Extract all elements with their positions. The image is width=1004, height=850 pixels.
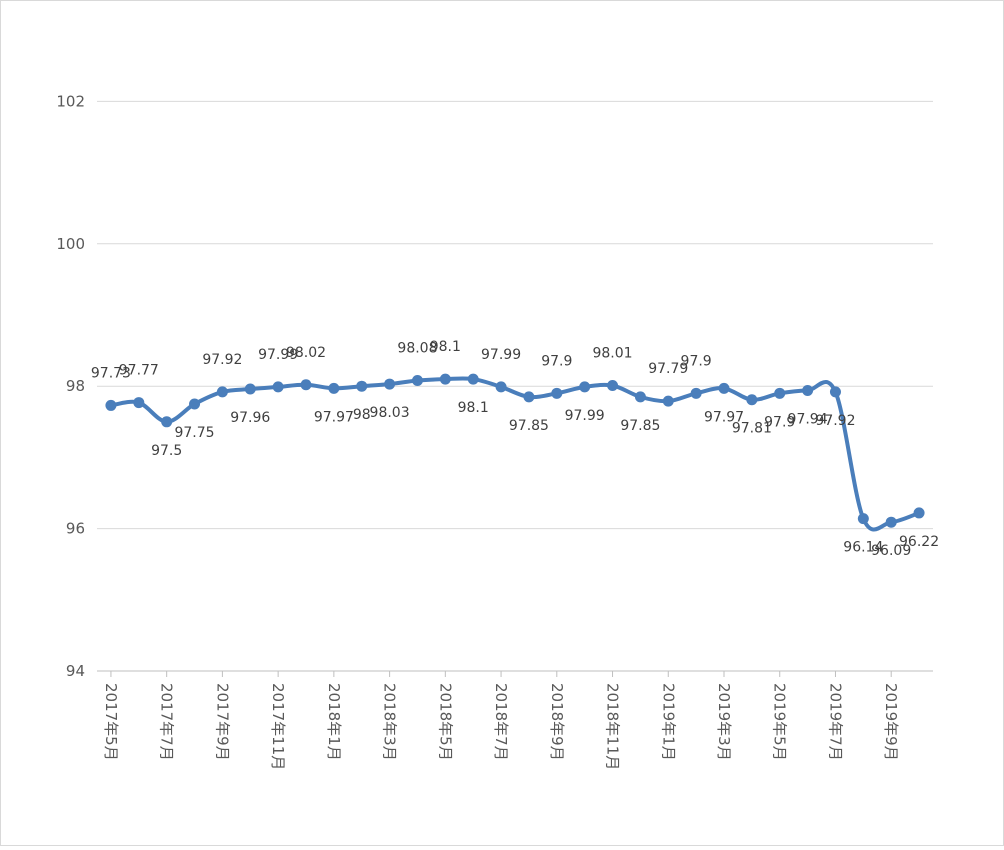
data-labels: 97.7397.7797.597.7597.9297.9697.9998.029… (91, 339, 939, 559)
data-label: 97.92 (815, 413, 855, 429)
data-point (495, 381, 507, 393)
x-tick-label: 2019年3月 (715, 683, 733, 761)
data-label: 97.99 (565, 408, 605, 424)
data-label: 96.22 (899, 534, 939, 550)
data-label: 98 (353, 407, 371, 423)
data-label: 96.09 (871, 543, 911, 559)
data-label: 97.81 (732, 421, 772, 437)
data-point (272, 381, 284, 393)
data-label: 97.97 (704, 409, 744, 425)
y-tick-label: 96 (66, 520, 85, 538)
y-tick-label: 100 (56, 235, 85, 253)
data-label: 97.92 (202, 352, 242, 368)
data-label: 97.85 (509, 418, 549, 434)
data-label: 97.9 (681, 353, 712, 369)
data-point (384, 378, 396, 390)
data-label: 96.14 (843, 540, 883, 556)
y-tick-label: 94 (66, 662, 85, 680)
data-label: 97.99 (258, 347, 298, 363)
x-tick-label: 2017年11月 (269, 683, 287, 770)
data-label: 97.96 (230, 410, 270, 426)
x-tick-label: 2019年5月 (771, 683, 789, 761)
data-label: 97.9 (541, 353, 572, 369)
x-tick-label: 2017年9月 (213, 683, 231, 761)
data-label: 97.85 (620, 418, 660, 434)
data-label: 98.01 (592, 345, 632, 361)
data-point (802, 384, 814, 396)
data-point (579, 381, 591, 393)
data-label: 97.73 (91, 365, 131, 381)
data-point (523, 391, 535, 403)
data-point (244, 383, 256, 395)
data-points (105, 373, 925, 528)
data-point (328, 382, 340, 394)
data-label: 97.9 (764, 414, 795, 430)
data-point (411, 375, 423, 387)
data-label: 97.79 (648, 361, 688, 377)
series-line (108, 376, 922, 532)
data-label: 97.77 (119, 363, 159, 379)
x-tick-label: 2019年7月 (826, 683, 844, 761)
data-point (885, 516, 897, 528)
y-tick-label: 98 (66, 377, 85, 395)
data-label: 98.1 (458, 400, 489, 416)
x-tick-label: 2017年5月 (102, 683, 120, 761)
x-tick-label: 2018年7月 (492, 683, 510, 761)
data-point (857, 513, 869, 525)
y-axis: 94 96 98 100 102 (56, 92, 85, 680)
x-tick-label: 2018年3月 (381, 683, 399, 761)
data-point (607, 379, 619, 391)
x-tick-label: 2018年9月 (548, 683, 566, 761)
x-tick-label: 2019年9月 (882, 683, 900, 761)
gridlines (97, 100, 933, 672)
data-point (718, 382, 730, 394)
data-point (105, 399, 117, 411)
data-point (439, 373, 451, 385)
data-point (161, 416, 173, 428)
data-label: 98.02 (286, 345, 326, 361)
data-label: 97.99 (481, 347, 521, 363)
data-label: 98.03 (370, 405, 410, 421)
data-point (467, 373, 479, 385)
data-point (216, 386, 228, 398)
data-point (551, 387, 563, 399)
data-label: 97.97 (314, 409, 354, 425)
data-label: 98.1 (430, 339, 461, 355)
x-tick-label: 2017年7月 (158, 683, 176, 761)
data-point (189, 398, 201, 410)
x-tick-label: 2018年1月 (325, 683, 343, 761)
data-point (662, 395, 674, 407)
x-axis: 2017年5月 2017年7月 2017年9月 2017年11月 2018年1月 2018… (102, 671, 900, 770)
x-tick-label: 2018年5月 (436, 683, 454, 761)
data-point (133, 397, 145, 409)
data-point (746, 394, 758, 406)
data-point (300, 379, 312, 391)
x-tick-label: 2018年11月 (604, 683, 622, 770)
x-tick-label: 2019年1月 (659, 683, 677, 761)
data-label: 97.94 (788, 411, 828, 427)
data-point (774, 387, 786, 399)
data-point (356, 380, 368, 392)
y-tick-label: 102 (56, 92, 85, 110)
data-point (690, 387, 702, 399)
data-point (913, 507, 925, 519)
data-label: 97.75 (174, 425, 214, 441)
data-label: 98.08 (397, 341, 437, 357)
data-point (634, 391, 646, 403)
data-point (829, 386, 841, 398)
data-label: 97.5 (151, 443, 182, 459)
